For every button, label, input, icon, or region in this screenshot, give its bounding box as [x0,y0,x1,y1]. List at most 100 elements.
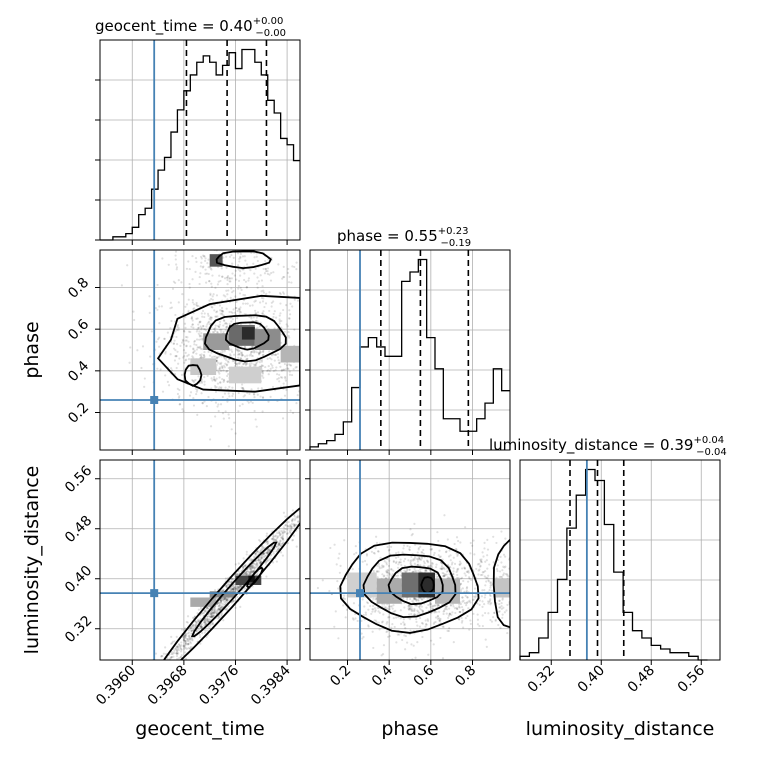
sample-point [485,576,488,579]
sample-point [504,565,507,568]
sample-point [211,306,214,309]
sample-point [188,647,192,650]
contour-4 [492,538,510,629]
sample-point [418,605,421,609]
sample-point [381,573,384,576]
sample-point [160,654,163,658]
sample-point [170,664,172,666]
sample-point [478,568,481,571]
sample-point [232,589,235,592]
sample-point [253,396,256,399]
sample-point [498,606,501,609]
sample-point [434,604,437,607]
sample-point [373,619,376,622]
sample-point [487,574,490,577]
sample-point [293,525,296,528]
sample-point [205,606,208,609]
sample-point [216,611,219,614]
sample-point [216,315,219,318]
sample-point [410,612,413,616]
sample-point [126,264,129,267]
sample-point [422,597,425,600]
sample-point [220,328,223,332]
contour-3 [420,576,435,595]
sample-point [249,364,252,367]
sample-point [174,647,177,650]
sample-point [286,271,290,275]
sample-point [461,609,464,612]
sample-point [252,351,256,354]
sample-point [293,265,296,269]
sample-point [243,564,246,567]
sample-point [175,354,178,358]
sample-point [205,405,208,408]
sample-point [219,608,222,611]
sample-point [441,625,444,628]
sample-point [215,294,219,297]
sample-point [406,568,409,571]
sample-point [429,548,432,551]
sample-point [252,570,255,573]
sample-point [203,355,206,358]
sample-point [211,615,214,618]
sample-point [221,471,223,473]
ylabel-phase: phase [21,321,43,378]
sample-point [179,650,183,653]
sample-point [201,254,205,257]
contour-4 [183,364,203,387]
sample-point [253,555,256,558]
sample-point [270,271,273,275]
sample-point [333,360,335,362]
sample-point [218,604,221,607]
sample-point [352,602,356,605]
sample-point [436,617,439,620]
sample-point [481,589,484,592]
sample-point [195,629,198,633]
sample-point [450,563,454,566]
sample-point [195,317,198,320]
sample-point [133,318,136,322]
sample-point [301,508,303,510]
sample-point [195,620,198,623]
sample-point [158,305,161,308]
sample-point [453,562,457,565]
sample-point [210,615,213,618]
sample-point [314,500,316,502]
sample-point [249,567,252,571]
sample-point [188,635,191,638]
sample-point [209,318,213,321]
sample-point [445,612,448,615]
sample-point [159,663,161,665]
sample-point [238,257,241,260]
sample-point [258,351,261,354]
sample-point [213,611,216,615]
sample-point [222,256,225,259]
sample-point [386,569,389,572]
sample-point [261,370,265,373]
sample-point [288,317,291,320]
sample-point [209,612,212,615]
sample-point [231,386,234,389]
sample-point [200,261,203,264]
sample-point [245,553,248,556]
sample-point [437,604,440,607]
sample-point [287,267,290,271]
sample-point [204,629,207,632]
sample-point [460,606,464,609]
sample-point [408,548,411,551]
sample-point [378,567,381,570]
sample-point [214,246,216,248]
sample-point [177,643,181,646]
sample-point [288,529,291,532]
sample-point [261,374,264,377]
sample-point [512,618,514,620]
sample-point [195,621,199,625]
sample-point [207,395,210,399]
sample-point [415,598,418,602]
sample-point [201,612,204,615]
sample-point [378,611,381,615]
sample-point [281,534,284,537]
sample-point [224,386,227,389]
sample-point [218,320,222,323]
sample-point [163,663,165,665]
